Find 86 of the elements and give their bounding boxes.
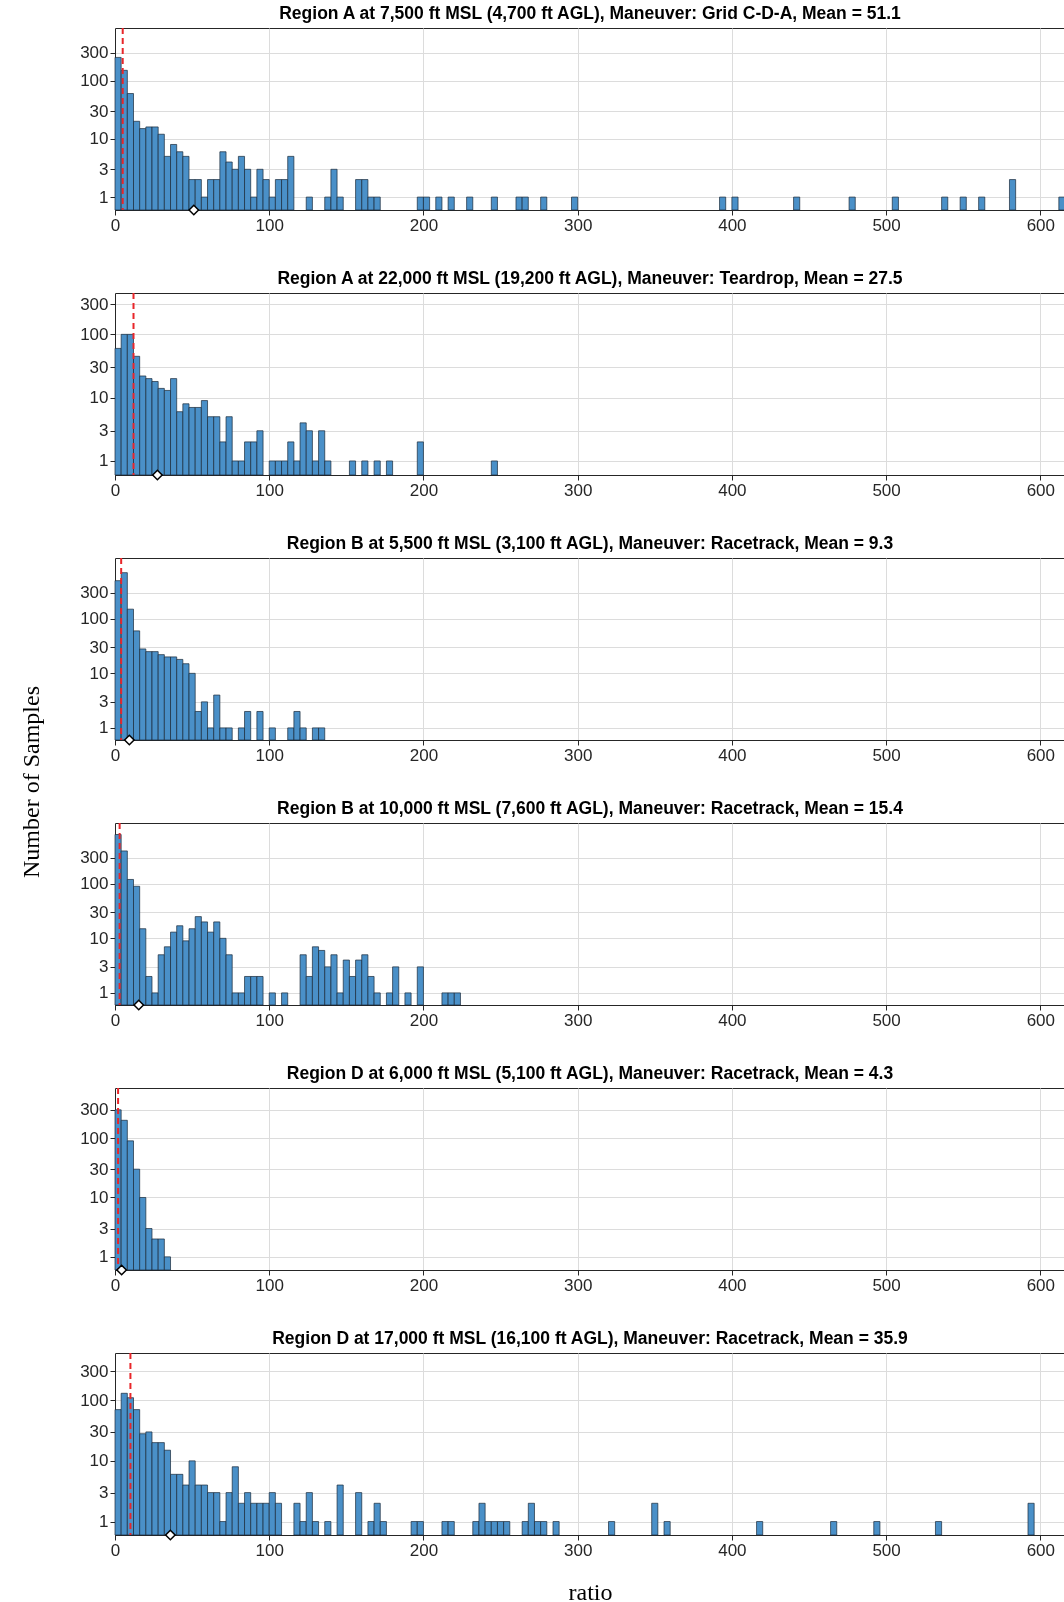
y-tick-label: 1 [99,1512,109,1532]
x-axis-title: ratio [568,1578,613,1602]
y-tick-label: 100 [80,1390,109,1410]
y-tick-label: 1 [99,1247,109,1267]
x-tick-label: 0 [110,1540,121,1560]
y-tick-label: 300 [80,294,109,314]
chart-title: Region B at 5,500 ft MSL (3,100 ft AGL), Maneuver: Racetrack, Mean = 9.3 [286,532,894,553]
x-tick-label: 300 [563,1010,593,1030]
y-tick-label: 1 [99,983,109,1003]
y-tick-label: 10 [89,928,109,948]
x-tick-label: 500 [872,215,901,235]
y-tick-label: 30 [89,357,109,377]
y-tick-label: 100 [80,609,109,629]
x-tick-label: 0 [110,215,121,235]
chart-title: Region D at 6,000 ft MSL (5,100 ft AGL), Maneuver: Racetrack, Mean = 4.3 [286,1062,894,1083]
x-tick-label: 400 [718,1540,747,1560]
x-tick-label: 400 [718,1275,747,1295]
y-tick-label: 10 [89,388,109,408]
y-tick-label: 300 [80,43,109,63]
x-tick-label: 200 [409,1540,439,1560]
x-tick-label: 100 [255,1010,284,1030]
x-tick-label: 300 [563,215,593,235]
chart-title: Region B at 10,000 ft MSL (7,600 ft AGL), Maneuver: Racetrack, Mean = 15.4 [277,797,904,818]
chart-title: Region A at 7,500 ft MSL (4,700 ft AGL), Maneuver: Grid C-D-A, Mean = 51.1 [279,2,902,23]
y-tick-label: 300 [80,1100,109,1120]
y-tick-label: 300 [80,583,109,603]
x-tick-label: 100 [255,1275,284,1295]
x-tick-label: 100 [255,480,284,500]
x-tick-label: 400 [718,215,747,235]
x-tick-label: 300 [563,745,593,765]
x-tick-label: 600 [1026,1010,1056,1030]
y-tick-label: 1 [99,187,109,207]
x-tick-label: 600 [1026,745,1056,765]
x-tick-label: 400 [718,480,747,500]
y-tick-label: 3 [99,1219,109,1239]
x-tick-label: 200 [409,745,439,765]
y-tick-label: 100 [80,874,109,894]
x-tick-label: 200 [409,1275,439,1295]
y-tick-label: 1 [99,718,109,738]
y-tick-label: 3 [99,692,109,712]
x-tick-label: 500 [872,1540,901,1560]
y-tick-label: 100 [80,324,109,344]
y-tick-label: 30 [89,902,109,922]
x-tick-label: 0 [110,1275,121,1295]
x-tick-label: 100 [255,745,284,765]
y-tick-label: 3 [99,1483,109,1503]
y-tick-label: 100 [80,71,109,91]
x-tick-label: 200 [409,480,439,500]
x-tick-label: 200 [409,1010,439,1030]
x-tick-label: 500 [872,1010,901,1030]
x-tick-label: 600 [1026,480,1056,500]
x-tick-label: 200 [409,215,439,235]
x-tick-label: 300 [563,1275,593,1295]
chart-title: Region A at 22,000 ft MSL (19,200 ft AGL), Maneuver: Teardrop, Mean = 27.5 [277,267,903,288]
x-tick-label: 600 [1026,215,1056,235]
y-tick-label: 10 [89,663,109,683]
y-tick-label: 10 [89,129,109,149]
x-tick-label: 100 [255,1540,284,1560]
x-tick-label: 300 [563,1540,593,1560]
x-tick-label: 600 [1026,1275,1056,1295]
x-tick-label: 600 [1026,1540,1056,1560]
x-tick-label: 0 [110,480,121,500]
x-tick-label: 500 [872,745,901,765]
y-tick-label: 1 [99,451,109,471]
y-tick-label: 300 [80,848,109,868]
y-tick-label: 10 [89,1187,109,1207]
x-tick-label: 500 [872,480,901,500]
x-tick-label: 300 [563,480,593,500]
y-tick-label: 10 [89,1451,109,1471]
y-tick-label: 30 [89,101,109,121]
x-tick-label: 100 [255,215,284,235]
y-tick-label: 3 [99,421,109,441]
x-tick-label: 500 [872,1275,901,1295]
x-tick-label: 0 [110,745,121,765]
y-tick-label: 100 [80,1128,109,1148]
x-tick-label: 0 [110,1010,121,1030]
y-tick-label: 300 [80,1361,109,1381]
chart-title: Region D at 17,000 ft MSL (16,100 ft AGL), Maneuver: Racetrack, Mean = 35.9 [272,1327,909,1348]
y-tick-label: 3 [99,159,109,179]
y-tick-label: 3 [99,957,109,977]
y-axis-title: Number of Samples [17,686,44,878]
y-tick-label: 30 [89,1422,109,1442]
y-tick-label: 30 [89,637,109,657]
y-tick-label: 30 [89,1159,109,1179]
x-tick-label: 400 [718,745,747,765]
x-tick-label: 400 [718,1010,747,1030]
